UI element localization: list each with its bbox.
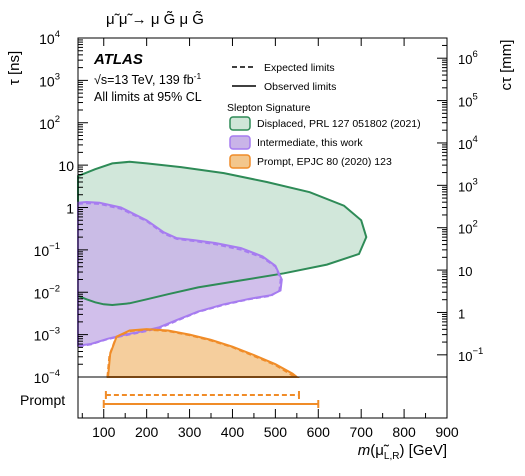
prompt-panel-label: Prompt [20, 392, 65, 408]
x-tick-label: 900 [435, 424, 459, 440]
x-tick-label: 200 [135, 424, 159, 440]
y-tick-label-right: 106 [458, 49, 478, 67]
y-tick-label-left: 1 [66, 201, 74, 217]
legend-title: Slepton Signature [227, 102, 311, 114]
y-tick-label-right: 104 [458, 134, 478, 152]
legend-swatch-prompt [229, 154, 251, 169]
y-tick-label-left: 10−4 [34, 368, 60, 386]
energy-exponent: -1 [194, 71, 202, 81]
legend-observed-label: Observed limits [264, 81, 336, 93]
observed-limit-prompt [106, 328, 300, 378]
x-label-unit: ) [GeV] [399, 442, 447, 459]
y-tick-label-left: 10−2 [34, 283, 60, 301]
cl-label: All limits at 95% CL [94, 90, 202, 104]
y-tick-label-right: 102 [458, 219, 478, 237]
region-fill-prompt [108, 329, 297, 377]
y-tick-label-right: 105 [458, 92, 478, 110]
x-tick-label: 800 [392, 424, 416, 440]
x-label-italic: m [358, 442, 371, 459]
x-tick-label: 500 [264, 424, 288, 440]
legend-expected-label: Expected limits [264, 62, 335, 74]
energy-label: √s=13 TeV, 139 fb-1 [94, 71, 201, 87]
limit-regions [77, 160, 368, 378]
observed-limit-intermediate [77, 200, 283, 347]
region-fill-intermediate [78, 202, 282, 346]
y-tick-label-left: 10−3 [34, 326, 60, 344]
y-tick-label-left: 102 [39, 114, 60, 132]
x-label-sub: L,R [384, 451, 400, 462]
prompt-limit-bars [102, 391, 320, 408]
legend-label-prompt: Prompt, EPJC 80 (2020) 123 [257, 156, 392, 168]
y-tick-label-right: 10−1 [458, 346, 483, 364]
legend-swatch-displaced [229, 116, 251, 131]
y-tick-label-right: 1 [458, 306, 465, 321]
x-tick-label: 400 [221, 424, 245, 440]
energy-text: √s=13 TeV, 139 fb [94, 73, 194, 87]
x-tick-label: 600 [307, 424, 331, 440]
legend-label-intermediate: Intermediate, this work [257, 137, 363, 149]
y-tick-label-left: 10−1 [34, 241, 60, 259]
y-tick-label-left: 103 [39, 71, 60, 89]
y-tick-label-left: 10 [58, 158, 74, 174]
y-axis-label-left: τ [ns] [6, 51, 23, 85]
y-tick-label-right: 10 [458, 264, 472, 279]
experiment-label: ATLAS [93, 51, 143, 68]
axis-ticks: 100 200 300 400 500 600 700 800 9001041031021011… [34, 29, 484, 440]
observed-limit-displaced [77, 160, 368, 307]
prompt-panel-frame [77, 376, 448, 419]
y-tick-label-right: 103 [458, 176, 478, 194]
x-tick-label: 300 [178, 424, 202, 440]
legend-label-displaced: Displaced, PRL 127 051802 (2021) [257, 118, 421, 130]
x-tick-label: 100 [92, 424, 116, 440]
y-axis-label-right: cτ [mm] [498, 40, 515, 91]
chart-title: μ̃ μ̃ → μ G̃ μ G̃ [106, 11, 204, 28]
y-tick-label-left: 104 [39, 29, 60, 47]
legend-swatch-intermediate [229, 135, 251, 150]
x-tick-label: 700 [350, 424, 374, 440]
